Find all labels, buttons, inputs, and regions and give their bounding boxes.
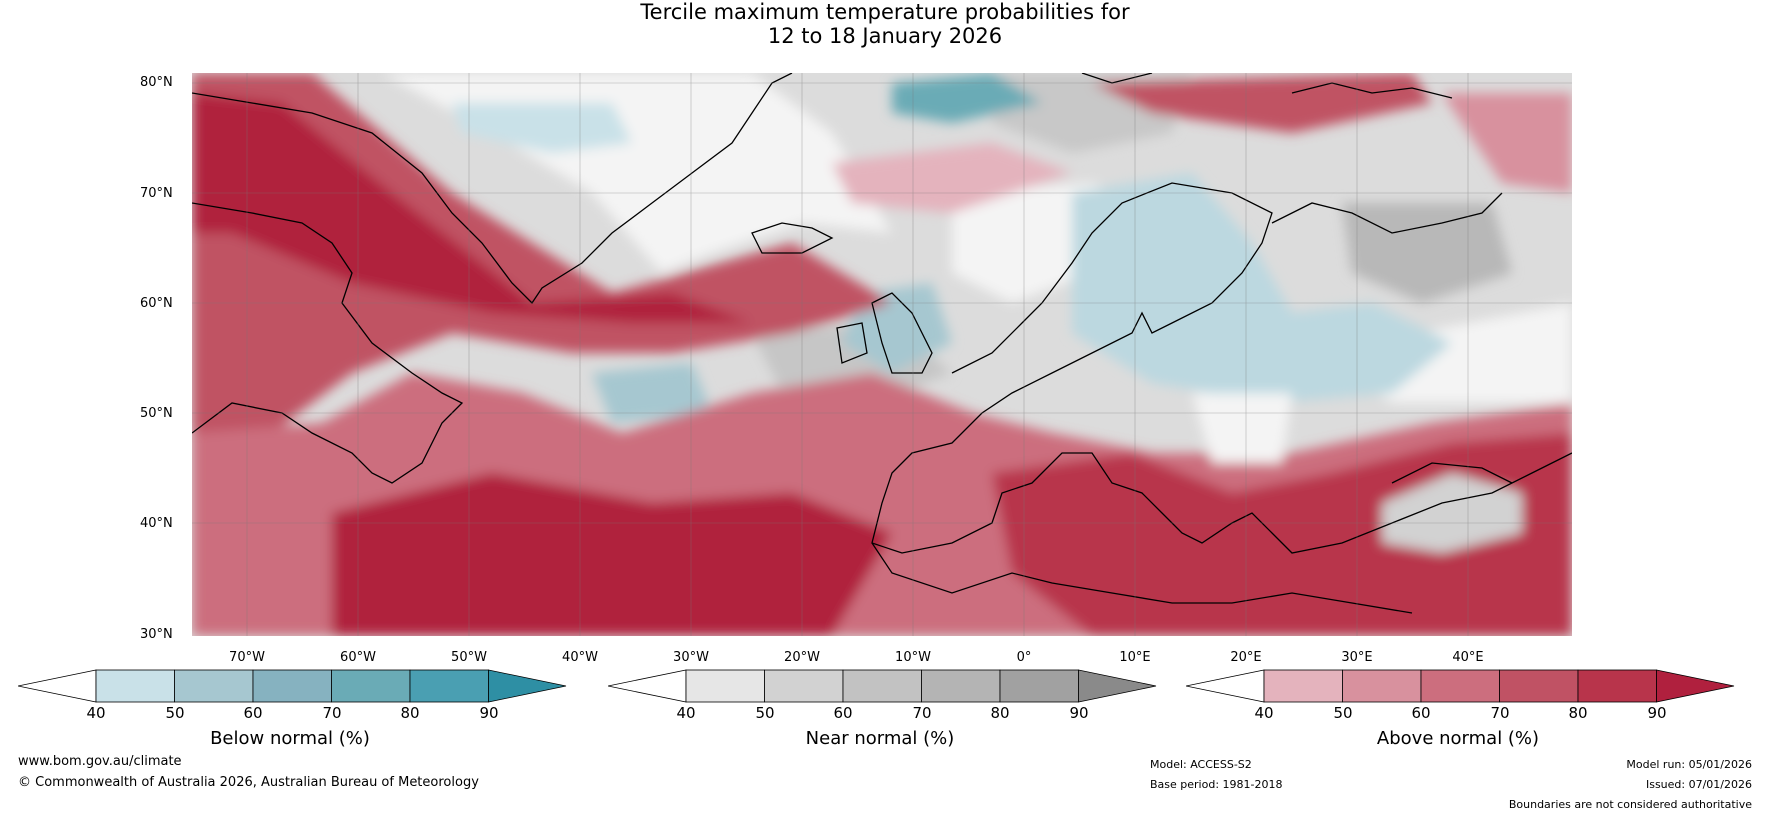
lat-label-60n: 60°N	[140, 296, 173, 311]
cbar2-seg-4	[1499, 669, 1579, 703]
cbar2-tick-50: 50	[1333, 704, 1353, 722]
cbar1-seg-0	[608, 669, 687, 703]
lat-label-30n: 30°N	[140, 627, 173, 642]
lat-label-50n: 50°N	[140, 406, 173, 421]
above-normal-arctic-patch	[1092, 73, 1432, 133]
cbar1-tick-90: 90	[1069, 704, 1089, 722]
cbar1-tick-60: 60	[833, 704, 853, 722]
cbar1-seg-5	[999, 669, 1079, 703]
lon-label-70w: 70°W	[229, 650, 265, 665]
lon-label-20e: 20°E	[1230, 650, 1262, 665]
cbar0-tick-90: 90	[479, 704, 499, 722]
footer-copyright: © Commonwealth of Australia 2026, Austra…	[18, 775, 479, 790]
lat-label-80n: 80°N	[140, 75, 173, 90]
cbar0-tick-50: 50	[165, 704, 185, 722]
cbar2-tick-60: 60	[1411, 704, 1431, 722]
cbar0-tick-80: 80	[400, 704, 420, 722]
colorbar-below-normal	[18, 669, 567, 703]
lon-label-50w: 50°W	[451, 650, 487, 665]
cbar1-seg-4	[921, 669, 1001, 703]
cbar2-seg-2	[1342, 669, 1422, 703]
lon-label-20w: 20°W	[784, 650, 820, 665]
lon-label-0: 0°	[1016, 650, 1032, 665]
near-normal-caucasus	[1382, 473, 1522, 553]
above-normal-labrador-sea	[192, 93, 752, 323]
coastline-ireland	[836, 322, 868, 364]
coastline-europe	[871, 182, 1572, 554]
cbar0-tick-70: 70	[322, 704, 342, 722]
cbar2-tick-70: 70	[1490, 704, 1510, 722]
lon-label-10w: 10°W	[895, 650, 931, 665]
cbar1-title: Near normal (%)	[805, 728, 955, 749]
lon-label-60w: 60°W	[340, 650, 376, 665]
coastlines	[192, 73, 1572, 614]
cbar2-tick-80: 80	[1568, 704, 1588, 722]
lon-label-30w: 30°W	[673, 650, 709, 665]
footer-disclaimer: Boundaries are not considered authoritat…	[1508, 798, 1752, 811]
cbar2-seg-6	[1656, 669, 1735, 703]
footer-model: Model: ACCESS-S2	[1150, 758, 1252, 771]
cbar1-seg-2	[764, 669, 844, 703]
cbar1-tick-70: 70	[912, 704, 932, 722]
cbar2-seg-5	[1577, 669, 1657, 703]
below-normal-patch-north	[892, 73, 1042, 123]
lon-label-10e: 10°E	[1119, 650, 1151, 665]
cbar2-title: Above normal (%)	[1376, 728, 1540, 749]
coastline-iceland	[751, 222, 834, 254]
map-panel	[192, 73, 1572, 636]
title-line-2: 12 to 18 January 2026	[767, 24, 1003, 48]
coastline-black-sea	[1391, 462, 1513, 484]
probability-map	[192, 73, 1572, 636]
below-normal-patch-greenland-sea	[452, 103, 632, 153]
coastline-novaya-zemlya	[1291, 82, 1453, 99]
footer-website: www.bom.gov.au/climate	[18, 754, 182, 769]
lon-label-30e: 30°E	[1341, 650, 1373, 665]
cbar0-seg-4	[331, 669, 411, 703]
footer-issued: Issued: 07/01/2026	[1645, 778, 1752, 791]
lat-label-40n: 40°N	[140, 516, 173, 531]
coastline-north-africa	[871, 542, 1413, 614]
cbar0-seg-2	[174, 669, 254, 703]
cbar0-title: Below normal (%)	[210, 728, 370, 749]
cbar1-tick-40: 40	[676, 704, 696, 722]
cbar2-seg-0	[1186, 669, 1265, 703]
above-normal-northeast-patch	[1442, 93, 1572, 193]
cbar1-seg-1	[685, 669, 765, 703]
cbar1-tick-50: 50	[755, 704, 775, 722]
cbar0-seg-5	[409, 669, 489, 703]
cbar0-tick-60: 60	[243, 704, 263, 722]
cbar2-seg-1	[1263, 669, 1343, 703]
coastline-great-britain	[871, 292, 933, 374]
lat-label-70n: 70°N	[140, 186, 173, 201]
cbar0-seg-3	[252, 669, 332, 703]
map-title: Tercile maximum temperature probabilitie…	[0, 0, 1770, 48]
coastline-north-america	[192, 202, 464, 484]
footer-model-run: Model run: 05/01/2026	[1626, 758, 1752, 771]
lon-label-40w: 40°W	[562, 650, 598, 665]
colorbar-near-normal	[608, 669, 1157, 703]
coastline-greenland	[192, 73, 793, 305]
cbar0-seg-6	[488, 669, 567, 703]
grey-patch-finland	[1342, 203, 1512, 303]
coastline-white-sea	[1271, 192, 1503, 234]
cbar1-tick-80: 80	[990, 704, 1010, 722]
footer-base-period: Base period: 1981-2018	[1150, 778, 1283, 791]
cbar2-seg-3	[1420, 669, 1500, 703]
cbar2-tick-40: 40	[1254, 704, 1274, 722]
white-region-balkans	[1192, 393, 1292, 463]
title-line-1: Tercile maximum temperature probabilitie…	[640, 0, 1130, 24]
above-normal-northwest-atlantic	[192, 73, 892, 433]
below-normal-mid-atlantic	[592, 363, 712, 423]
cbar2-tick-90: 90	[1647, 704, 1667, 722]
cbar1-seg-3	[842, 669, 922, 703]
cbar0-seg-1	[95, 669, 175, 703]
cbar0-tick-40: 40	[86, 704, 106, 722]
above-normal-subtropical-atlantic	[332, 473, 892, 636]
cbar0-seg-0	[18, 669, 97, 703]
above-normal-norwegian-sea-patch	[832, 143, 1072, 213]
colorbar-above-normal	[1186, 669, 1735, 703]
lon-label-40e: 40°E	[1452, 650, 1484, 665]
cbar1-seg-6	[1078, 669, 1157, 703]
gridlines	[192, 73, 1572, 636]
